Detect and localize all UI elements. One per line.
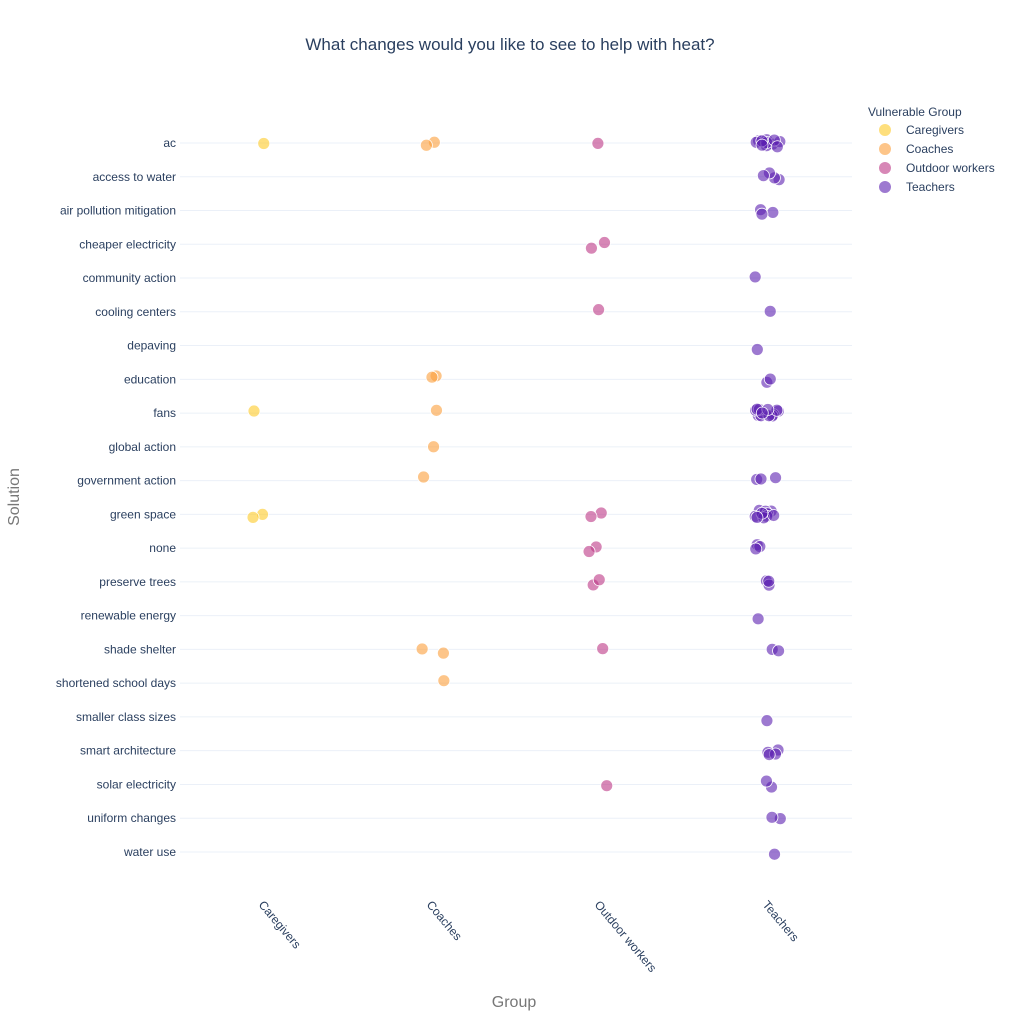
- data-point[interactable]: [750, 511, 764, 524]
- legend-title: Vulnerable Group: [868, 105, 962, 119]
- y-tick-labels: ac access to water air pollution mitigatio…: [56, 136, 176, 859]
- legend[interactable]: Vulnerable Group Caregivers Coaches Outdoo…: [868, 105, 995, 194]
- x-tick-label: Outdoor workers: [592, 898, 660, 975]
- legend-marker: [879, 143, 891, 155]
- x-tick-label: Coaches: [424, 898, 465, 943]
- y-tick-label: global action: [109, 440, 176, 454]
- data-point[interactable]: [591, 137, 605, 150]
- y-tick-label: cooling centers: [95, 305, 176, 319]
- series-coaches: [415, 135, 451, 688]
- data-point[interactable]: [419, 138, 433, 152]
- series-teachers: [748, 133, 787, 861]
- data-point[interactable]: [766, 206, 780, 219]
- x-tick-labels: Caregivers Coaches Outdoor workers Teachers: [256, 898, 802, 975]
- data-point[interactable]: [757, 169, 770, 183]
- data-point[interactable]: [763, 304, 777, 318]
- data-point[interactable]: [415, 642, 429, 656]
- data-point[interactable]: [592, 573, 606, 587]
- data-point[interactable]: [437, 646, 450, 660]
- y-tick-label: depaving: [127, 339, 176, 353]
- legend-label: Outdoor workers: [906, 161, 995, 175]
- y-tick-label: none: [149, 541, 176, 555]
- data-point[interactable]: [762, 748, 776, 761]
- data-point[interactable]: [768, 847, 781, 861]
- legend-item[interactable]: Coaches: [879, 142, 953, 156]
- x-tick-label: Caregivers: [256, 898, 304, 951]
- legend-label: Teachers: [906, 180, 955, 194]
- legend-marker: [879, 162, 891, 174]
- data-point[interactable]: [749, 542, 763, 556]
- legend-item[interactable]: Outdoor workers: [879, 161, 995, 175]
- data-point[interactable]: [427, 440, 440, 454]
- x-axis-title: Group: [492, 994, 537, 1011]
- data-point[interactable]: [751, 612, 765, 626]
- data-point[interactable]: [600, 779, 614, 793]
- data-point[interactable]: [585, 241, 598, 255]
- y-tick-label: renewable energy: [81, 609, 176, 623]
- data-point[interactable]: [247, 404, 261, 418]
- data-point[interactable]: [755, 138, 769, 152]
- legend-marker: [879, 124, 891, 136]
- y-tick-label: smart architecture: [80, 744, 176, 758]
- gridlines: [180, 142, 852, 853]
- data-point[interactable]: [592, 303, 605, 317]
- y-tick-label: cheaper electricity: [79, 237, 176, 251]
- y-tick-label: government action: [77, 474, 176, 488]
- legend-marker: [879, 181, 891, 193]
- y-tick-label: fans: [153, 406, 176, 420]
- y-tick-label: smaller class sizes: [76, 710, 176, 724]
- series-outdoor-workers: [582, 137, 614, 793]
- legend-label: Caregivers: [906, 123, 964, 137]
- data-point[interactable]: [765, 810, 779, 824]
- data-point[interactable]: [582, 545, 596, 558]
- y-tick-label: solar electricity: [97, 777, 176, 791]
- data-point[interactable]: [767, 509, 781, 522]
- y-tick-label: community action: [83, 271, 176, 285]
- y-tick-label: access to water: [93, 170, 176, 184]
- x-tick-label: Teachers: [760, 898, 802, 944]
- data-point[interactable]: [763, 372, 777, 386]
- y-tick-label: green space: [110, 507, 176, 521]
- y-tick-label: air pollution mitigation: [60, 204, 176, 218]
- y-tick-label: preserve trees: [99, 575, 176, 589]
- legend-item[interactable]: Caregivers: [879, 123, 964, 137]
- data-point[interactable]: [760, 714, 774, 728]
- data-point[interactable]: [246, 510, 260, 524]
- data-point[interactable]: [755, 406, 769, 420]
- y-tick-label: shortened school days: [56, 676, 176, 690]
- data-point[interactable]: [760, 774, 773, 788]
- data-point[interactable]: [425, 370, 439, 384]
- data-point[interactable]: [584, 510, 598, 523]
- data-point[interactable]: [257, 137, 271, 150]
- y-tick-label: shade shelter: [104, 642, 176, 656]
- data-point[interactable]: [754, 472, 768, 486]
- series-caregivers: [246, 137, 271, 524]
- data-point[interactable]: [769, 471, 782, 485]
- data-point[interactable]: [772, 644, 785, 658]
- data-point[interactable]: [770, 140, 784, 154]
- data-point[interactable]: [755, 207, 769, 221]
- data-point[interactable]: [762, 574, 776, 588]
- y-tick-label: education: [124, 372, 176, 386]
- legend-label: Coaches: [906, 142, 953, 156]
- data-point[interactable]: [598, 236, 611, 249]
- data-point[interactable]: [430, 403, 443, 417]
- y-tick-label: ac: [163, 136, 176, 150]
- y-axis-title: Solution: [6, 468, 23, 526]
- data-point[interactable]: [417, 470, 430, 484]
- chart-title: What changes would you like to see to he…: [305, 35, 714, 54]
- data-point[interactable]: [596, 642, 610, 656]
- data-points: [246, 133, 787, 861]
- y-tick-label: uniform changes: [87, 811, 176, 825]
- y-tick-label: water use: [123, 845, 176, 859]
- data-point[interactable]: [750, 343, 764, 356]
- data-point[interactable]: [437, 674, 451, 688]
- data-point[interactable]: [748, 270, 762, 284]
- legend-item[interactable]: Teachers: [879, 180, 955, 194]
